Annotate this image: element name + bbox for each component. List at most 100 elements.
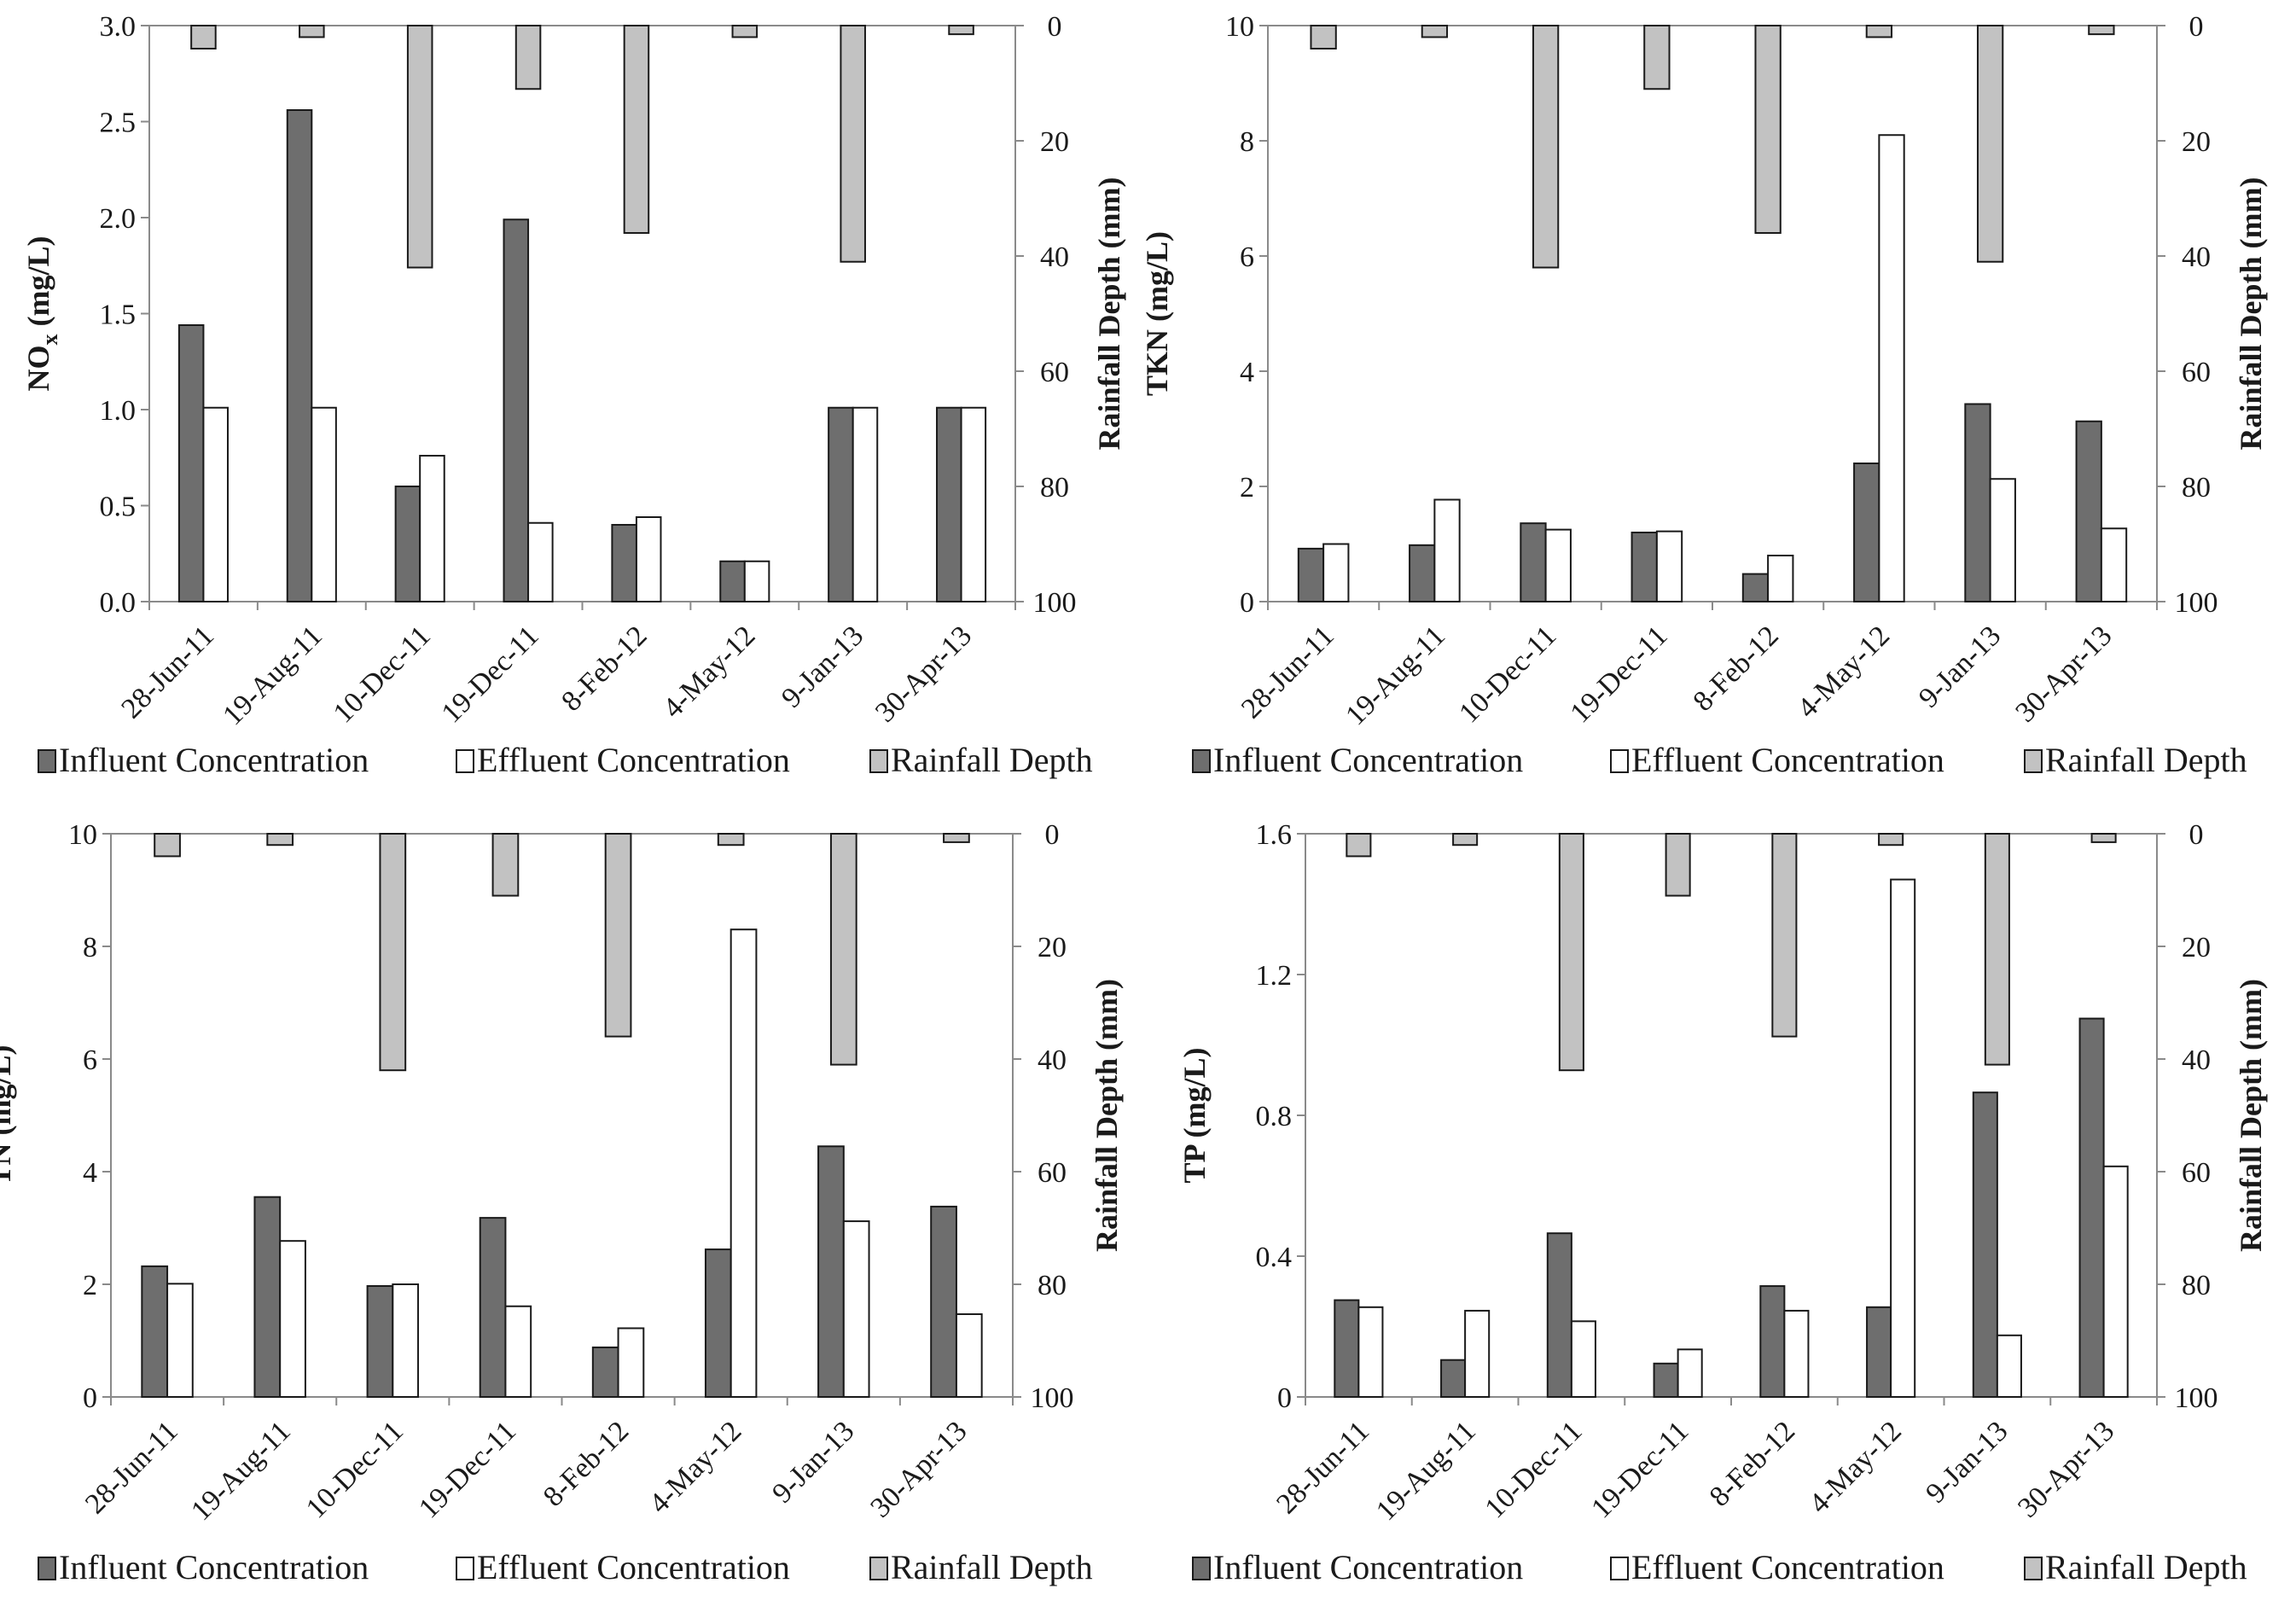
y-tick-label: 2.0 <box>100 203 137 235</box>
influent-bar <box>1653 1362 1679 1398</box>
y-right-tick-label: 100 <box>2175 1382 2218 1414</box>
effluent-bar <box>1544 528 1572 602</box>
plot-frame <box>1305 833 2158 1398</box>
influent-bar <box>1964 403 1991 602</box>
y-axis-title-unit: (mg/L) <box>1177 1048 1212 1146</box>
x-tick-label: 9-Jan-13 <box>1920 1415 2014 1509</box>
effluent-bar <box>743 560 770 602</box>
nox-panel: 0.0 0.5 1.0 1.5 2.0 2.5 3.0 0 20 40 60 80 100 28-Jun-… <box>21 11 1126 779</box>
x-tick-label: 10-Dec-11 <box>1453 620 1562 729</box>
x-tick-label: 4-May-12 <box>1803 1415 1907 1519</box>
x-tick-label: 10-Dec-11 <box>1479 1415 1588 1524</box>
influent-bar <box>1972 1091 1998 1398</box>
rainfall-bar <box>1532 25 1560 269</box>
y-axis-title-main: TKN <box>1140 329 1174 396</box>
x-tick-label: 8-Feb-12 <box>1704 1415 1801 1512</box>
rainfall-bar <box>717 833 745 847</box>
rainfall-bar <box>731 25 759 38</box>
y-right-tick-label: 20 <box>1040 126 1069 158</box>
y-tick-label: 0 <box>83 1382 97 1414</box>
plot-frame <box>148 25 1016 602</box>
y-right-tick-label: 100 <box>1031 1382 1074 1414</box>
influent-bar <box>817 1145 845 1399</box>
legend-label: Rainfall Depth <box>891 1548 1093 1586</box>
plot-frame <box>110 833 1014 1398</box>
rainfall-bar <box>948 25 974 36</box>
influent-bar <box>1546 1232 1572 1398</box>
influent-bar <box>1866 1306 1892 1398</box>
y-right-axis-title: Rainfall Depth (mm) <box>1090 979 1124 1252</box>
rainfall-bar <box>604 833 632 1038</box>
rainfall-bar <box>2090 833 2117 843</box>
rainfall-bar <box>154 833 181 858</box>
x-tick-label: 30-Apr-13 <box>2009 620 2118 728</box>
x-tick-label: 4-May-12 <box>657 620 761 724</box>
rainfall-bar <box>266 833 294 847</box>
influent-bar <box>503 218 530 602</box>
rainfall-bar <box>1754 25 1782 234</box>
rainfall-bar <box>1421 25 1449 38</box>
influent-bar <box>1297 547 1325 603</box>
y-right-tick-label: 0 <box>1045 819 1060 851</box>
x-tick-label: 4-May-12 <box>643 1415 747 1519</box>
x-tick-label: 9-Jan-13 <box>766 1415 860 1509</box>
y-right-tick-label: 60 <box>2182 357 2211 388</box>
influent-bar <box>1630 532 1658 602</box>
rainfall-bar <box>829 833 857 1066</box>
rainfall-bar <box>1878 833 1904 847</box>
y-right-tick-label: 80 <box>1038 1270 1067 1301</box>
x-tick-label: 28-Jun-11 <box>1270 1415 1375 1520</box>
legend-label: Influent Concentration <box>1213 741 1523 779</box>
y-tick-label: 2 <box>1240 472 1254 503</box>
y-right-axis-title: Rainfall Depth (mm) <box>2234 177 2268 451</box>
y-right-tick-label: 0 <box>2189 11 2204 43</box>
influent-bar <box>366 1284 394 1398</box>
y-tick-label: 6 <box>1240 242 1254 273</box>
x-tick-label: 28-Jun-11 <box>115 620 220 725</box>
legend-swatch <box>38 749 56 773</box>
y-axis-title-unit: (mg/L) <box>21 236 55 335</box>
influent-bar <box>704 1248 732 1398</box>
influent-bar <box>611 524 637 602</box>
effluent-bar <box>617 1327 645 1398</box>
y-axis-title: TN (mg/L) <box>0 1045 17 1186</box>
effluent-bar <box>1464 1309 1491 1398</box>
influent-bar <box>394 486 421 602</box>
y-tick-label: 0 <box>1240 587 1254 619</box>
effluent-bar <box>635 516 662 602</box>
y-right-tick-label: 40 <box>1038 1045 1067 1076</box>
y-axis-title: TKN (mg/L) <box>1140 231 1174 396</box>
y-axis-title-unit: (mg/L) <box>1140 231 1174 329</box>
x-tick-label: 19-Dec-11 <box>1585 1415 1694 1524</box>
x-tick-label: 10-Dec-11 <box>328 620 437 729</box>
legend-swatch <box>1192 749 1211 773</box>
x-tick-label: 4-May-12 <box>1792 620 1896 724</box>
x-tick-label: 8-Feb-12 <box>555 620 653 717</box>
y-right-tick-label: 0 <box>2189 819 2204 851</box>
x-tick-label: 8-Feb-12 <box>538 1415 635 1512</box>
rainfall-bar <box>406 25 433 269</box>
y-right-tick-label: 40 <box>2182 1045 2211 1076</box>
y-right-axis-title: Rainfall Depth (mm) <box>1092 177 1126 451</box>
influent-bar <box>1409 544 1436 602</box>
x-tick-label: 19-Aug-11 <box>185 1415 297 1527</box>
y-right-tick-label: 40 <box>1040 242 1069 273</box>
y-tick-label: 0 <box>1277 1382 1292 1414</box>
legend-swatch <box>869 749 888 773</box>
legend-swatch <box>1610 1557 1629 1580</box>
y-tick-label: 2.5 <box>100 108 137 139</box>
y-right-tick-label: 80 <box>2182 472 2211 503</box>
y-right-axis-title: Rainfall Depth (mm) <box>2234 979 2268 1252</box>
y-axis-title-main: NO <box>21 345 55 391</box>
y-right-tick-label: 20 <box>2182 126 2211 158</box>
effluent-bar <box>1767 555 1794 602</box>
y-tick-label: 1.2 <box>1256 960 1293 992</box>
y-tick-label: 10 <box>68 819 97 851</box>
y-axis-title: TP (mg/L) <box>1177 1048 1212 1184</box>
rainfall-bar <box>1643 25 1671 90</box>
influent-bar <box>253 1196 282 1398</box>
effluent-bar <box>1655 530 1683 603</box>
y-axis-title-main: TP <box>1177 1144 1212 1183</box>
x-tick-label: 19-Aug-11 <box>1370 1415 1482 1527</box>
legend-swatch <box>1610 749 1629 773</box>
